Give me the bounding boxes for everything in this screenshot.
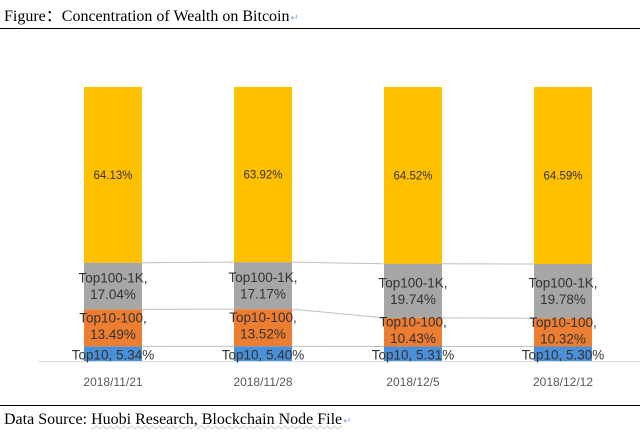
bar-segment-rest-3: [384, 87, 442, 264]
series-connector-line: [291, 308, 385, 319]
source-caption: Data Source: Huobi Research, Blockchain …: [4, 411, 352, 429]
data-label-top100-1k: Top100-1K,: [228, 270, 297, 285]
data-label-top10-100: Top10-100,: [529, 315, 597, 330]
bar-segment-top100-1k-4: [534, 264, 592, 319]
data-label-rest: 63.92%: [243, 170, 282, 182]
bar-segment-top10-2: [234, 346, 292, 361]
figure-prefix: Figure：: [4, 8, 62, 25]
bar-segment-top100-1k-3: [384, 263, 442, 318]
bar-segment-top100-1k-1: [84, 262, 142, 310]
data-label-top100-1k: 17.04%: [90, 287, 136, 302]
bottom-rule: [0, 405, 640, 406]
x-tick-label: 2018/11/21: [83, 375, 142, 389]
x-tick-label: 2018/12/12: [533, 375, 593, 389]
series-connector-line: [141, 261, 235, 264]
bar-segment-rest-2: [234, 86, 292, 263]
bar-segment-top10-100-2: [234, 309, 292, 347]
data-label-top10-100: Top10-100,: [79, 310, 147, 325]
data-label-top10-100: 13.52%: [240, 327, 286, 342]
return-mark-icon: ↵: [343, 416, 352, 427]
bar-segment-top10-100-1: [84, 309, 142, 347]
data-label-top10: Top10, 5.34%: [72, 348, 155, 363]
data-label-top10: Top10, 5.30%: [522, 348, 605, 363]
data-label-top10-100: 10.32%: [540, 331, 586, 346]
bar-segment-rest-1: [84, 87, 142, 263]
x-tick-label: 2018/11/28: [233, 375, 292, 389]
data-label-top10: Top10, 5.31%: [372, 348, 455, 363]
series-connector-line: [291, 261, 385, 265]
figure-title: Concentration of Wealth on Bitcoin: [61, 8, 290, 25]
source-prefix: Data Source:: [4, 411, 92, 428]
data-label-rest: 64.59%: [543, 171, 582, 183]
data-label-top100-1k: Top100-1K,: [378, 275, 447, 290]
data-label-top10-100: 10.43%: [390, 331, 436, 346]
bar-segment-top10-3: [384, 346, 442, 361]
data-label-top100-1k: Top100-1K,: [78, 271, 147, 286]
source-text: Huobi Research, Blockchain Node File: [91, 411, 343, 428]
data-label-top100-1k: 19.78%: [540, 292, 586, 307]
top-rule: [0, 28, 640, 29]
data-label-top10-100: Top10-100,: [229, 310, 297, 325]
bar-segment-top10-100-4: [534, 318, 592, 347]
bar-segment-top10-4: [534, 346, 592, 361]
data-label-top10-100: 13.49%: [90, 327, 136, 342]
figure-caption: Figure：Concentration of Wealth on Bitcoi…: [4, 2, 299, 26]
data-label-top100-1k: 19.74%: [390, 292, 436, 307]
data-label-top10: Top10, 5.40%: [222, 348, 305, 363]
bar-segment-top10-100-3: [384, 317, 442, 347]
data-label-rest: 64.13%: [93, 170, 132, 182]
bar-segment-rest-4: [534, 87, 592, 265]
return-mark-icon: ↵: [290, 13, 299, 24]
stacked-bar-chart: 2018/11/21 2018/11/28 2018/12/5 2018/12/12 T…: [38, 86, 640, 389]
x-tick-label: 2018/12/5: [386, 375, 440, 389]
bar-segment-top100-1k-2: [234, 262, 292, 310]
data-label-rest: 64.52%: [393, 170, 432, 182]
data-label-top100-1k: 17.17%: [240, 287, 286, 302]
data-label-top100-1k: Top100-1K,: [528, 276, 597, 291]
bar-segment-top10-1: [84, 346, 142, 361]
data-label-top10-100: Top10-100,: [379, 315, 447, 330]
